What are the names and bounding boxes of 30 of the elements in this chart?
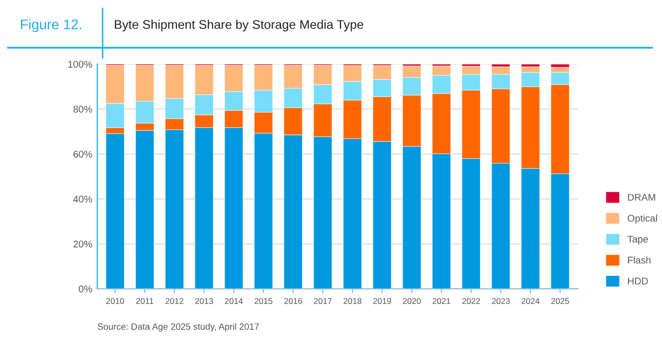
- legend-label: Tape: [628, 236, 648, 245]
- x-tick-label: 2012: [166, 298, 184, 304]
- y-tick-label: 60%: [73, 150, 92, 158]
- y-tick-label: 40%: [73, 196, 92, 203]
- source-note: Source: Data Age 2025 study, April 2017: [98, 323, 259, 332]
- y-tick-label: 0%: [78, 286, 92, 292]
- legend-label: Optical: [628, 214, 657, 224]
- x-tick-label: 2016: [284, 298, 302, 304]
- x-tick-label: 2022: [462, 298, 480, 304]
- y-tick-label: 100%: [68, 60, 92, 68]
- legend-label: HDD: [628, 278, 648, 284]
- x-tick-label: 2010: [106, 298, 124, 304]
- y-tick-label: 20%: [73, 240, 92, 248]
- x-tick-label: 2015: [254, 298, 272, 304]
- x-tick-label: 2020: [402, 298, 421, 304]
- x-tick-label: 2017: [314, 298, 332, 304]
- legend-label: Flash: [628, 256, 650, 264]
- x-tick-label: 2011: [136, 298, 154, 304]
- x-tick-label: 2014: [224, 298, 243, 304]
- caption: Figure 12.: [21, 19, 82, 32]
- x-tick-label: 2025: [551, 298, 570, 304]
- x-tick-label: 2018: [344, 298, 362, 304]
- legend-label: DRAM: [628, 194, 656, 201]
- x-tick-label: 2021: [432, 298, 450, 304]
- chart-title: Byte Shipment Share by Storage Media Type: [114, 20, 364, 32]
- x-tick-label: 2019: [373, 298, 391, 304]
- x-tick-label: 2013: [195, 298, 214, 304]
- y-tick-label: 80%: [73, 106, 92, 113]
- x-tick-label: 2023: [492, 298, 510, 304]
- x-tick-label: 2024: [522, 298, 540, 304]
